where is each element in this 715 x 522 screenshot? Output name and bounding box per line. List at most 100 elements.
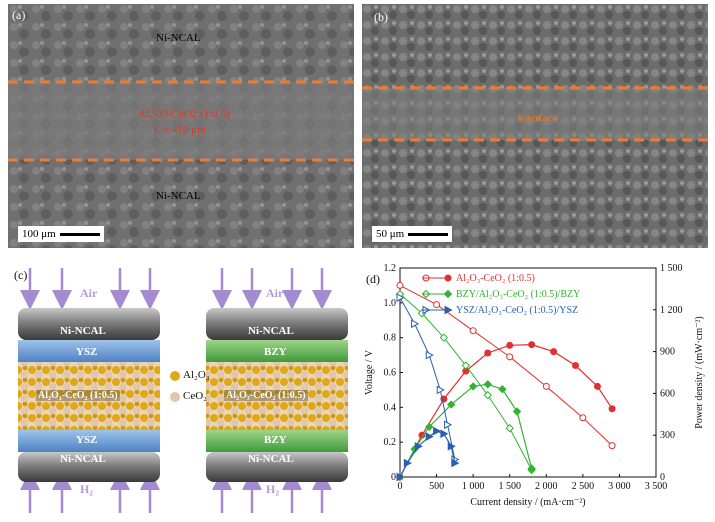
- x-tick-label: 1 500: [498, 481, 521, 492]
- power-point-0: [550, 348, 558, 356]
- cell1-h2-label: H₂: [80, 482, 93, 496]
- schematic-panel: (c): [0, 258, 360, 517]
- power-point-2: [440, 429, 449, 439]
- cell2-barrier-bottom: BZY: [264, 434, 287, 446]
- y-left-tick-label: 1.0: [384, 298, 397, 309]
- x-tick-label: 2 500: [572, 481, 595, 492]
- cell1-barrier-bottom: YSZ: [76, 434, 98, 446]
- cell2-h2-label: H₂: [266, 482, 279, 496]
- voltage-point-2: [411, 319, 420, 329]
- power-point-2: [403, 458, 412, 468]
- x-tick-label: 1 000: [462, 481, 485, 492]
- chart-panel: (d) 0 500 1 000 1 500 2 000 2 500 3 000 3 500 0 0…: [360, 258, 715, 517]
- power-point-2: [414, 442, 423, 451]
- voltage-point-1: [505, 424, 514, 433]
- x-tick-label: 3 000: [608, 481, 631, 492]
- y-left-tick-label: 0.4: [384, 402, 397, 413]
- performance-chart: 0 500 1 000 1 500 2 000 2 500 3 000 3 50000.20.…: [364, 263, 705, 508]
- middle-layer-label: Al2O3-CeO2 (1:0.5): [138, 108, 230, 120]
- power-point-2: [451, 458, 460, 468]
- x-tick-label: 500: [429, 481, 444, 492]
- power-point-0: [484, 349, 492, 357]
- y-left-tick-label: 0: [391, 472, 396, 483]
- power-point-1: [483, 380, 492, 389]
- power-point-2: [433, 426, 442, 436]
- x-tick-label: 0: [398, 481, 403, 492]
- thickness-label: L = 410 μm: [154, 124, 206, 136]
- cell1-air-label: Air: [80, 286, 98, 300]
- voltage-point-2: [436, 385, 445, 395]
- voltage-point-2: [444, 420, 453, 430]
- y-right-tick-label: 1 200: [660, 305, 683, 316]
- cell2-air-label: Air: [266, 286, 284, 300]
- y-right-tick-label: 600: [660, 388, 675, 399]
- power-point-1: [446, 400, 456, 409]
- legend-entry: YSZ/Al₂O₃-CeO₂ (1:0.5)/YSZ: [456, 305, 578, 316]
- voltage-line-1: [399, 293, 533, 471]
- power-point-0: [608, 405, 616, 413]
- power-point-2: [396, 472, 405, 482]
- y-left-axis-label: Voltage / V: [364, 349, 375, 395]
- interface-label: Interface: [518, 112, 558, 124]
- voltage-point-0: [396, 281, 404, 289]
- panel-d-label: (d): [366, 272, 380, 286]
- cell-schematic: [18, 268, 348, 513]
- voltage-point-1: [483, 390, 492, 400]
- legend-al2o3: Al₂O₃: [183, 369, 210, 381]
- power-point-1: [527, 464, 536, 473]
- power-point-1: [498, 385, 507, 394]
- scale-text-b: 50 μm: [376, 228, 405, 240]
- power-point-2: [447, 442, 456, 451]
- y-right-axis-label: Power density / (mW·cm⁻²): [694, 316, 705, 428]
- sem-image-b: (b) Interface 50 μm: [362, 4, 708, 248]
- scale-bar-a: 100 μm: [18, 226, 104, 242]
- cell1-barrier-top: YSZ: [76, 346, 98, 358]
- legend-filled-marker: [443, 289, 453, 299]
- power-point-1: [512, 407, 522, 416]
- scale-text-a: 100 μm: [22, 228, 56, 240]
- power-point-1: [425, 422, 434, 432]
- voltage-point-2: [425, 350, 434, 360]
- power-line-1: [399, 383, 533, 478]
- cell1-anode-top: Ni-NCAL: [60, 325, 106, 337]
- power-point-2: [425, 432, 434, 441]
- x-tick-label: 2 000: [535, 481, 558, 492]
- sem-texture-b: [362, 4, 708, 248]
- legend-entry: Al₂O₃-CeO₂ (1:0.5): [456, 273, 535, 284]
- x-axis-label: Current density / (mA·cm⁻²): [470, 497, 585, 508]
- power-point-1: [468, 382, 478, 391]
- y-left-tick-label: 0.6: [384, 368, 397, 379]
- y-left-tick-label: 0.2: [384, 437, 397, 448]
- cell1-electrolyte: Al₂O₃-CeO₂ (1:0.5): [36, 390, 120, 401]
- cell2-anode-bottom: Ni-NCAL: [248, 453, 294, 465]
- sem-image-a: (a) Ni-NCAL Al2O3-CeO2 (1:0.5) L = 410 μ…: [8, 4, 354, 248]
- cell2-electrolyte: Al₂O₃-CeO₂ (1:0.5): [224, 390, 308, 401]
- power-point-0: [528, 341, 536, 349]
- legend-entry: BZY/Al₂O₃-CeO₂ (1:0.5)/BZY: [456, 289, 580, 300]
- bottom-layer-label: Ni-NCAL: [156, 190, 201, 202]
- voltage-point-0: [469, 327, 477, 335]
- voltage-point-2: [396, 293, 405, 302]
- panel-c-label: (c): [14, 268, 28, 282]
- voltage-point-1: [461, 361, 471, 370]
- legend-ceo2: CeO₂: [183, 390, 207, 402]
- power-point-0: [506, 341, 514, 349]
- voltage-line-2: [399, 297, 456, 460]
- cell2-barrier-top: BZY: [264, 346, 287, 358]
- x-tick-label: 3 500: [645, 481, 668, 492]
- legend-filled-marker: [444, 274, 452, 282]
- y-right-tick-label: 300: [660, 430, 675, 441]
- scale-bar-b: 50 μm: [372, 226, 453, 242]
- power-point-0: [593, 382, 601, 390]
- voltage-point-0: [608, 442, 616, 450]
- y-right-tick-label: 900: [660, 347, 675, 358]
- cell1-anode-bottom: Ni-NCAL: [60, 453, 106, 465]
- voltage-point-0: [506, 353, 514, 361]
- panel-b-label: (b): [374, 10, 388, 24]
- y-right-tick-label: 1 500: [660, 263, 683, 274]
- top-layer-label: Ni-NCAL: [156, 32, 201, 44]
- voltage-point-0: [433, 301, 441, 309]
- y-right-tick-label: 0: [660, 472, 665, 483]
- voltage-point-1: [439, 333, 449, 342]
- voltage-point-0: [579, 414, 587, 422]
